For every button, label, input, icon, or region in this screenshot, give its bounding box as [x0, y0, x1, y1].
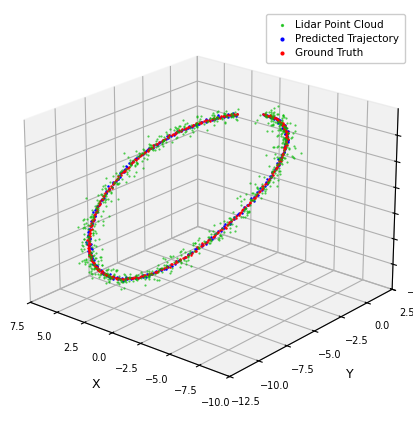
X-axis label: X: X	[91, 378, 100, 391]
Legend: Lidar Point Cloud, Predicted Trajectory, Ground Truth: Lidar Point Cloud, Predicted Trajectory,…	[266, 14, 404, 63]
Y-axis label: Y: Y	[345, 368, 353, 381]
